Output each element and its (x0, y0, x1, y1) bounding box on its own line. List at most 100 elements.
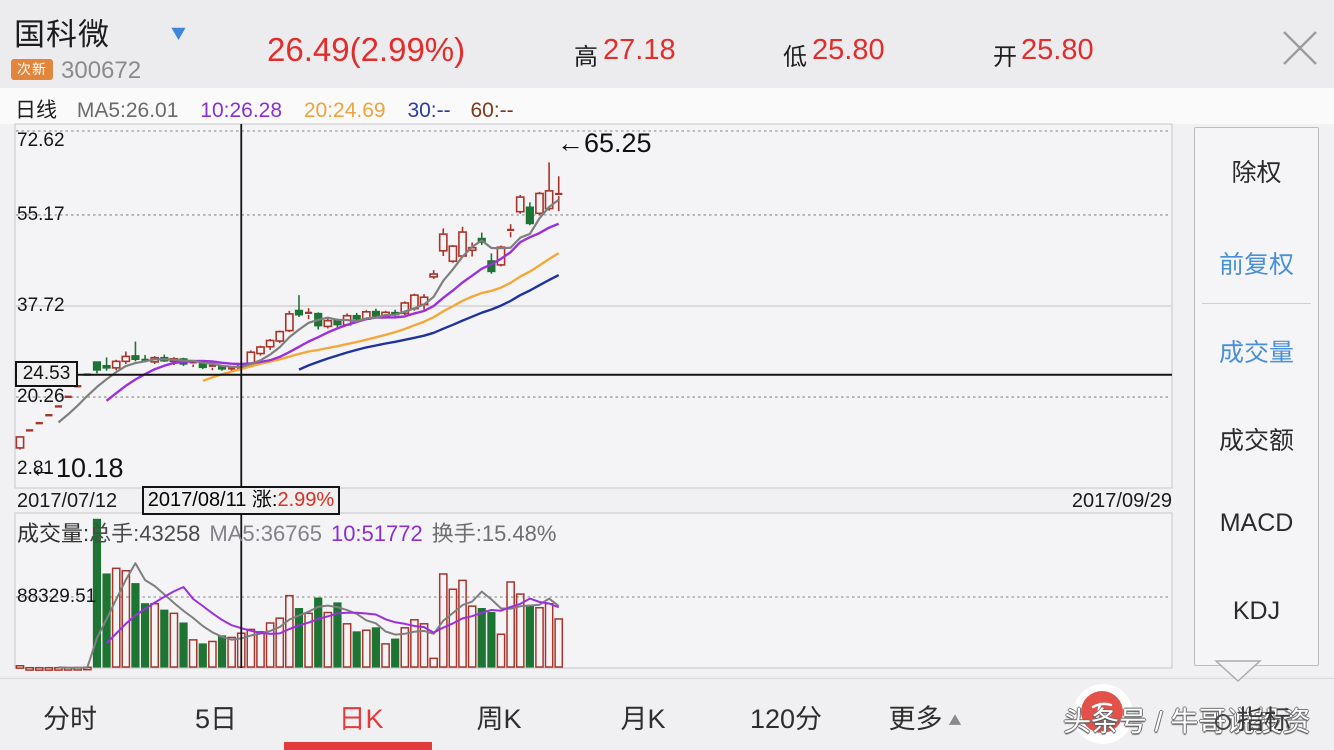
volume-bar (227, 636, 236, 668)
tab-minute[interactable]: 分时 (43, 704, 97, 734)
volume-bar (275, 617, 285, 668)
volume-bars (15, 518, 564, 671)
ma60-legend: 60:-- (470, 99, 514, 122)
volume-bar (169, 612, 179, 668)
ma5-legend: MA5:26.01 (76, 99, 179, 122)
high-label: 高 (574, 44, 598, 71)
volume-ma5: MA5:36765 (209, 521, 322, 546)
volume-bar (92, 518, 102, 668)
volume-bar (458, 579, 467, 668)
highest-price-annotation: ←65.25 (557, 128, 652, 158)
period-label: 日线 (15, 99, 57, 122)
volume-bar (429, 657, 439, 668)
close-icon[interactable] (1280, 28, 1320, 68)
candle (111, 360, 121, 369)
candle (275, 330, 285, 342)
volume-bar (400, 627, 410, 668)
volume-pane (14, 512, 1173, 669)
volume-bar (217, 635, 227, 668)
volume-turnover: 换手:15.48% (431, 521, 557, 546)
tab-indicator[interactable]: 指标 (1215, 698, 1291, 737)
volume-axis-label: 88329.51 (17, 586, 97, 607)
volume-bar (438, 573, 448, 668)
new-stock-badge: 次新 (11, 59, 53, 80)
volume-bar (535, 606, 544, 668)
candle (102, 365, 111, 369)
volume-bar (554, 618, 564, 668)
open-label: 开 (993, 44, 1017, 71)
stock-dropdown-icon[interactable]: ▼ (171, 23, 187, 44)
tab-120min[interactable]: 120分 (749, 704, 823, 734)
volume-bar (391, 638, 400, 668)
candle (438, 233, 448, 252)
candle (92, 361, 102, 371)
price-axis-tick: 37.72 (17, 295, 65, 316)
candle (265, 339, 275, 348)
volume-bar (304, 612, 313, 668)
more-caret-icon: ▲ (948, 710, 962, 729)
crosshair-date: 2017/08/11 涨: (147, 489, 278, 511)
open-value: 25.80 (1021, 34, 1094, 66)
tab-daily-k[interactable]: 日K (338, 704, 384, 734)
indicator-popup-menu: 除权前复权成交量成交额 MACD KDJ (1194, 127, 1319, 666)
stock-name: 国科微 (14, 17, 110, 52)
volume-bar (342, 623, 352, 668)
ma20-legend: 20:24.69 (303, 99, 386, 122)
volume-bar (294, 608, 304, 668)
watermark-text: 头条号 / 牛哥说投资 (1063, 706, 1311, 737)
volume-bar (179, 622, 188, 668)
popup-item-exright[interactable]: 除权 (1231, 159, 1282, 187)
candle (448, 245, 458, 263)
candle (429, 273, 439, 278)
volume-bar (111, 567, 121, 668)
volume-bar (34, 667, 44, 671)
volume-bar (25, 666, 34, 671)
popup-item-kdj[interactable]: KDJ (1232, 597, 1281, 625)
volume-bar (140, 603, 150, 668)
candle (323, 319, 333, 328)
tab-monthly-k[interactable]: 月K (620, 704, 666, 734)
popup-divider (1202, 303, 1311, 304)
popup-item-forward-adjusted[interactable]: 前复权 (1218, 251, 1294, 279)
candle (15, 436, 25, 449)
volume-legend: 成交量:总手:43258 MA5:36765 10:51772 换手:15.48% (17, 516, 556, 548)
tab-5day[interactable]: 5日 (194, 704, 238, 734)
volume-bar (198, 643, 207, 668)
candle (400, 302, 410, 315)
volume-ma5-line (58, 562, 560, 669)
ma30-line (298, 274, 560, 371)
volume-bar (160, 609, 169, 668)
volume-bar (15, 664, 25, 669)
volume-bar (314, 597, 323, 668)
candle (294, 309, 304, 316)
volume-bar (419, 623, 429, 668)
ma-lines (57, 198, 560, 669)
crosshair-change: 2.99% (277, 489, 335, 511)
popup-item-volume[interactable]: 成交量 (1218, 339, 1294, 367)
ma30-legend: 30:-- (407, 99, 451, 122)
price-axis-tick: 20.26 (17, 386, 65, 407)
volume-bar (246, 628, 256, 668)
popup-item-macd[interactable]: MACD (1219, 509, 1294, 537)
volume-bar (371, 627, 381, 668)
crosshair-price-box: 24.53 (15, 361, 78, 387)
ma5-line (57, 198, 560, 424)
volume-bar (361, 629, 371, 668)
popup-item-turnover-amount[interactable]: 成交额 (1218, 427, 1294, 455)
volume-total: 总手:43258 (89, 521, 201, 546)
candle (535, 192, 544, 215)
lowest-price-annotation: ←10.18 (29, 453, 124, 483)
gridlines (16, 130, 1171, 598)
volume-bar (54, 666, 63, 671)
candle (515, 196, 525, 213)
current-price: 26.49(2.99%) (267, 31, 466, 68)
tab-more[interactable]: 更多 ▲ (888, 704, 962, 734)
ma-legend: 日线 MA5:26.01 10:26.28 20:24.69 30:-- 60:… (15, 94, 514, 124)
candle (131, 355, 140, 361)
volume-bar (188, 639, 198, 668)
price-axis-tick: 2.81 (17, 458, 54, 479)
volume-bar (333, 602, 342, 668)
tab-weekly-k[interactable]: 周K (476, 704, 522, 734)
